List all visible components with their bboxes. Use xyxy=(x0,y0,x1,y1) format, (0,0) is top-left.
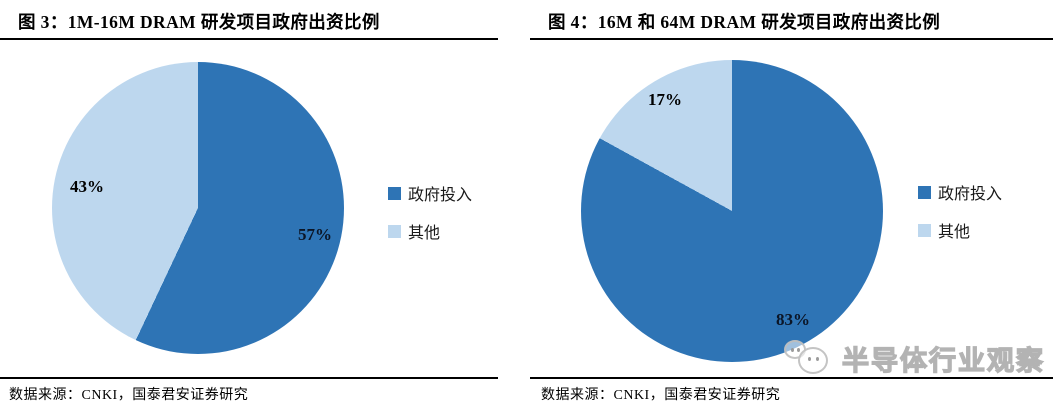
figure-4-pie xyxy=(581,60,883,362)
legend-swatch-government xyxy=(388,186,401,200)
figure-4-title: 图 4：16M 和 64M DRAM 研发项目政府出资比例 xyxy=(548,12,941,32)
legend-item-other: 其他 xyxy=(918,218,1002,242)
legend-item-other: 其他 xyxy=(388,219,472,243)
figure-3-pie xyxy=(52,62,344,354)
figure-3-slice-label-other: 43% xyxy=(70,177,104,196)
figure-3-title-rule xyxy=(0,38,498,40)
figure-4-source: 数据来源：CNKI，国泰君安证券研究 xyxy=(541,388,781,403)
figure-3-title: 图 3：1M-16M DRAM 研发项目政府出资比例 xyxy=(18,12,380,32)
figure-3-source: 数据来源：CNKI，国泰君安证券研究 xyxy=(9,388,249,403)
legend-swatch-other xyxy=(388,224,401,238)
legend-label-government: 政府投入 xyxy=(408,187,473,204)
figure-4-footer-rule xyxy=(530,377,1053,379)
figure-4-legend: 政府投入 其他 xyxy=(918,180,1002,242)
legend-swatch-government xyxy=(918,185,931,199)
figure-4-title-rule xyxy=(530,38,1053,40)
legend-label-other: 其他 xyxy=(408,225,441,242)
figure-3-legend: 政府投入 其他 xyxy=(388,181,472,243)
figure-4-panel: 图 4：16M 和 64M DRAM 研发项目政府出资比例 17% 83% 政府… xyxy=(530,0,1053,412)
legend-swatch-other xyxy=(918,223,931,237)
figure-3-slice-label-government: 57% xyxy=(298,225,332,244)
figure-3-footer-rule xyxy=(0,377,498,379)
figure-4-slice-label-other: 17% xyxy=(648,90,682,109)
legend-item-government: 政府投入 xyxy=(388,181,472,205)
figure-4-slice-label-government: 83% xyxy=(776,310,810,329)
figure-3-panel: 图 3：1M-16M DRAM 研发项目政府出资比例 43% 57% 政府投入 … xyxy=(0,0,498,412)
legend-label-government: 政府投入 xyxy=(938,186,1003,203)
legend-item-government: 政府投入 xyxy=(918,180,1002,204)
legend-label-other: 其他 xyxy=(938,224,971,241)
